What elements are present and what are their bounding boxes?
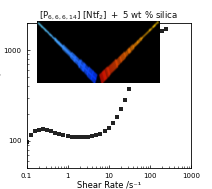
Y-axis label: Shear Stress /Pa: Shear Stress /Pa <box>0 61 2 130</box>
X-axis label: Shear Rate /s⁻¹: Shear Rate /s⁻¹ <box>77 180 141 189</box>
Title: $[\mathrm{P}_{6,6,6,14}]\ [\mathrm{Ntf}_2]\ +\ 5\ \mathrm{wt}\ \%\ \mathrm{silic: $[\mathrm{P}_{6,6,6,14}]\ [\mathrm{Ntf}_… <box>39 10 178 22</box>
